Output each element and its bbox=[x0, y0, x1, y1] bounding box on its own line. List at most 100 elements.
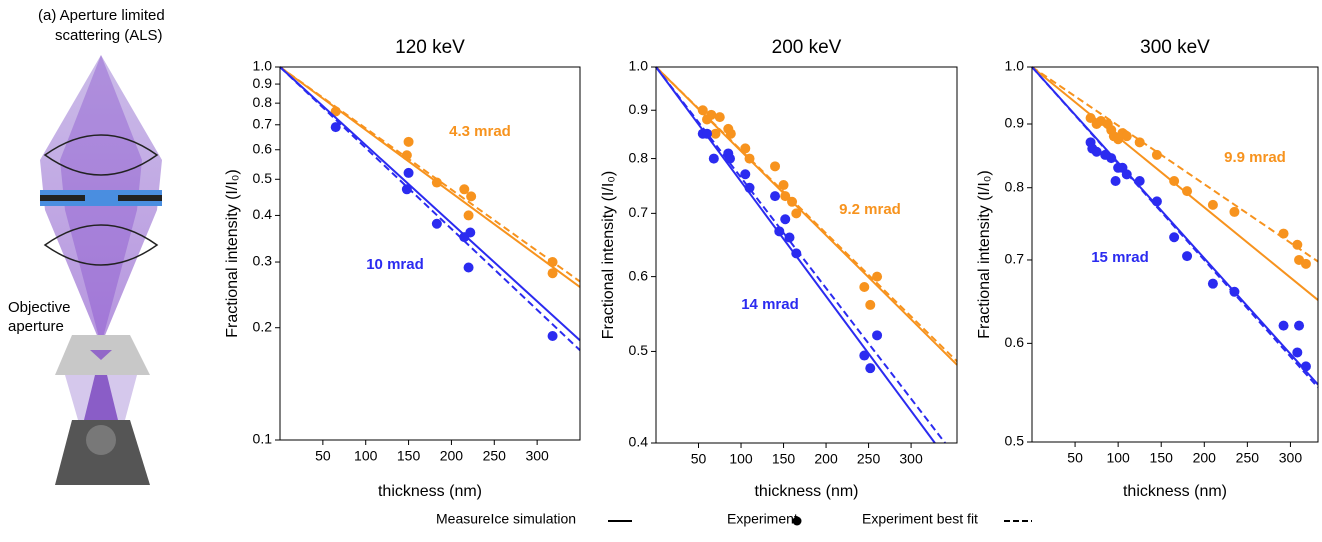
simulation-line bbox=[279, 66, 581, 288]
x-tick-label: 200 bbox=[814, 451, 838, 467]
data-point bbox=[791, 248, 802, 259]
lens bbox=[43, 224, 159, 266]
y-tick-label: 0.9 bbox=[253, 75, 273, 91]
x-axis-label: thickness (nm) bbox=[754, 483, 858, 500]
y-tick-label: 0.7 bbox=[629, 204, 649, 220]
data-point bbox=[697, 105, 708, 116]
y-tick-label: 0.6 bbox=[1005, 334, 1025, 350]
y-tick-label: 0.7 bbox=[1005, 251, 1025, 267]
x-tick-label: 150 bbox=[397, 448, 421, 464]
x-tick-label: 50 bbox=[691, 451, 707, 467]
x-tick-label: 300 bbox=[899, 451, 923, 467]
y-tick-label: 0.7 bbox=[253, 115, 273, 131]
series-annotation: 15 mrad bbox=[1091, 249, 1149, 266]
y-tick-label: 0.9 bbox=[629, 101, 649, 117]
legend-label: Experiment best fit bbox=[862, 511, 978, 527]
data-point bbox=[1121, 169, 1132, 180]
y-tick-label: 0.2 bbox=[253, 318, 273, 334]
data-point bbox=[1300, 258, 1311, 269]
y-tick-label: 0.3 bbox=[253, 253, 273, 269]
data-point bbox=[872, 271, 883, 282]
series-annotation: 10 mrad bbox=[366, 256, 424, 273]
data-point bbox=[770, 191, 781, 202]
fit-line bbox=[279, 66, 581, 352]
data-point bbox=[1134, 137, 1145, 148]
data-point bbox=[1292, 347, 1303, 358]
data-point bbox=[1134, 176, 1145, 187]
series-annotation: 4.3 mrad bbox=[449, 123, 511, 140]
data-point bbox=[1151, 149, 1162, 160]
data-point bbox=[1110, 176, 1121, 187]
x-tick-label: 300 bbox=[1279, 450, 1303, 466]
x-tick-label: 250 bbox=[483, 448, 507, 464]
y-tick-label: 0.6 bbox=[629, 267, 649, 283]
sample-holder bbox=[40, 195, 85, 201]
data-point bbox=[1106, 153, 1117, 164]
diagram: (a) Aperture limited scattering (ALS) Ob… bbox=[8, 7, 165, 485]
y-tick-label: 0.6 bbox=[253, 140, 273, 156]
y-tick-label: 0.5 bbox=[629, 342, 649, 358]
data-point bbox=[431, 177, 442, 188]
data-point bbox=[1169, 176, 1180, 187]
y-tick-label: 0.4 bbox=[253, 206, 273, 222]
x-tick-label: 100 bbox=[729, 451, 753, 467]
diagram-caption: scattering (ALS) bbox=[55, 27, 163, 44]
beam bbox=[84, 375, 118, 420]
x-axis-label: thickness (nm) bbox=[378, 483, 482, 500]
legend-marker bbox=[792, 516, 802, 526]
simulation-line bbox=[279, 66, 581, 342]
diagram-caption: (a) Aperture limited bbox=[38, 7, 165, 24]
data-point bbox=[401, 150, 412, 161]
y-tick-label: 0.9 bbox=[1005, 115, 1025, 131]
data-point bbox=[1278, 228, 1289, 239]
x-tick-label: 150 bbox=[772, 451, 796, 467]
data-point bbox=[1207, 199, 1218, 210]
data-point bbox=[547, 331, 558, 342]
data-point bbox=[740, 143, 751, 154]
data-point bbox=[706, 109, 717, 120]
data-point bbox=[784, 232, 795, 243]
data-point bbox=[330, 106, 341, 117]
data-point bbox=[547, 268, 558, 279]
y-tick-label: 0.8 bbox=[1005, 178, 1025, 194]
data-point bbox=[787, 196, 798, 207]
data-point bbox=[1151, 196, 1162, 207]
data-point bbox=[1091, 146, 1102, 157]
data-point bbox=[403, 167, 414, 178]
sample bbox=[40, 190, 162, 206]
chart-title: 120 keV bbox=[395, 37, 465, 58]
data-point bbox=[774, 226, 785, 237]
x-tick-label: 100 bbox=[354, 448, 378, 464]
data-point bbox=[463, 210, 474, 221]
data-point bbox=[1182, 186, 1193, 197]
detector-spot bbox=[86, 425, 116, 455]
data-point bbox=[724, 153, 735, 164]
data-point bbox=[1300, 361, 1311, 372]
fit-line bbox=[1031, 66, 1319, 389]
data-point bbox=[740, 169, 751, 180]
y-tick-label: 0.8 bbox=[253, 94, 273, 110]
data-point bbox=[431, 218, 442, 229]
legend: MeasureIce simulation Experiment Experim… bbox=[436, 511, 1032, 527]
data-point bbox=[459, 184, 470, 195]
data-point bbox=[859, 350, 870, 361]
y-axis-label: Fractional intensity (I/I₀) bbox=[976, 170, 993, 338]
data-point bbox=[714, 112, 725, 123]
legend-label: MeasureIce simulation bbox=[436, 511, 576, 527]
aperture-label: aperture bbox=[8, 318, 64, 335]
data-point bbox=[780, 191, 791, 202]
x-tick-label: 100 bbox=[1106, 450, 1130, 466]
fit-line bbox=[279, 66, 581, 283]
y-tick-label: 1.0 bbox=[1005, 58, 1025, 74]
data-point bbox=[780, 214, 791, 225]
data-point bbox=[778, 180, 789, 191]
y-tick-label: 1.0 bbox=[629, 58, 649, 74]
data-point bbox=[1229, 286, 1240, 297]
data-point bbox=[744, 153, 755, 164]
data-point bbox=[872, 330, 883, 341]
data-point bbox=[1169, 232, 1180, 243]
plot-frame bbox=[279, 66, 581, 441]
plot-frame bbox=[1031, 66, 1319, 443]
data-point bbox=[1278, 320, 1289, 331]
